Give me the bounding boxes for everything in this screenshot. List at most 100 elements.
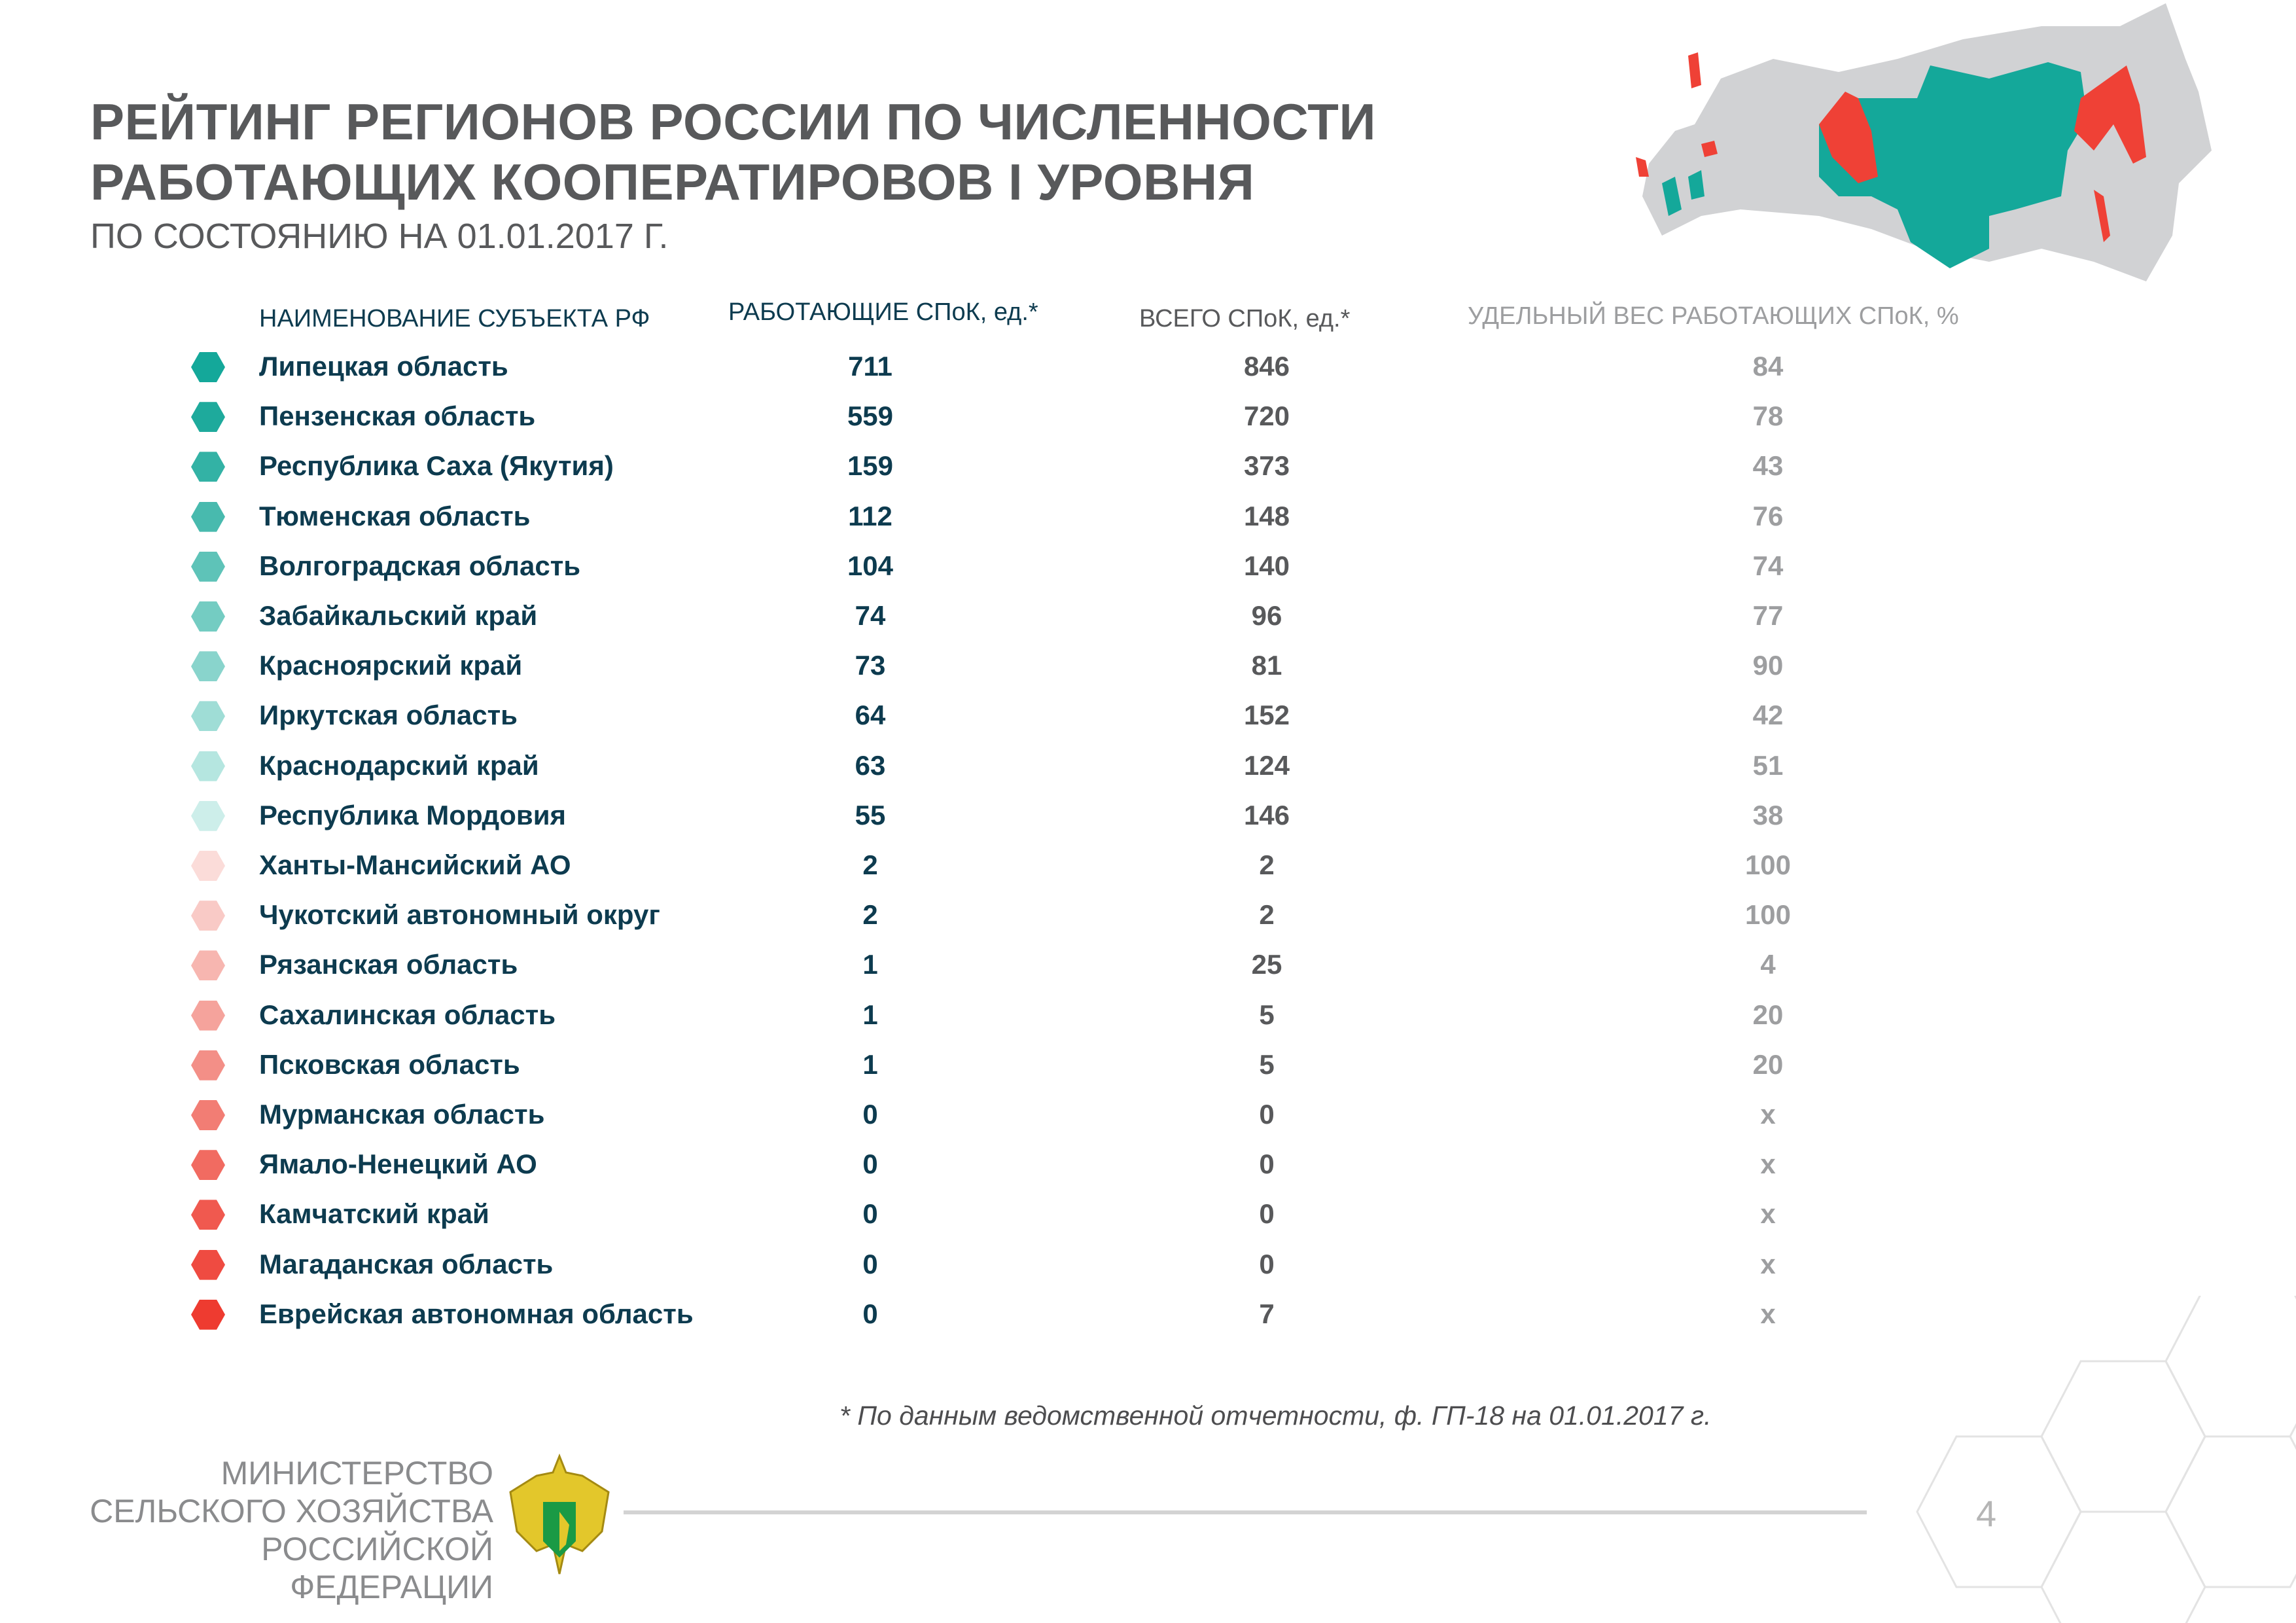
hexagon-marker-icon [191, 1000, 225, 1031]
hexagon-marker-icon [191, 551, 225, 582]
working-count: 112 [848, 500, 892, 531]
working-count: 1 [862, 999, 878, 1030]
map-red-west [1636, 141, 1718, 177]
working-count: 55 [855, 799, 886, 830]
working-count: 0 [862, 1099, 878, 1130]
total-count: 7 [1259, 1298, 1275, 1329]
map-teal-siberia [1819, 62, 2087, 268]
hexagon-marker-icon [191, 1150, 225, 1181]
table-row: Ханты-Мансийский АО 2 2 100 [0, 844, 1963, 894]
working-count: 1 [862, 949, 878, 980]
hexagon-marker-icon [191, 1249, 225, 1280]
region-name: Краснодарский край [259, 749, 539, 781]
page-title: РЕЙТИНГ РЕГИОНОВ РОССИИ ПО ЧИСЛЕННОСТИ Р… [90, 93, 1377, 211]
hexagon-marker-icon [191, 1050, 225, 1080]
total-count: 96 [1251, 600, 1282, 631]
total-count: 0 [1259, 1198, 1275, 1230]
share-percent: 100 [1744, 899, 1792, 931]
table-row: Мурманская область 0 0 x [0, 1094, 1963, 1143]
working-count: 2 [862, 849, 878, 880]
table-row: Чукотский автономный округ 2 2 100 [0, 894, 1963, 944]
working-count: 1 [862, 1048, 878, 1080]
working-count: 0 [862, 1248, 878, 1279]
region-name: Волгоградская область [259, 550, 581, 581]
hexagon-marker-icon [191, 651, 225, 682]
region-name: Ямало-Ненецкий АО [259, 1149, 537, 1180]
total-count: 0 [1259, 1248, 1275, 1279]
map-teal-west [1662, 170, 1704, 216]
hexagon-marker-icon [191, 901, 225, 931]
total-count: 148 [1243, 500, 1290, 531]
working-count: 73 [855, 650, 886, 681]
table-row: Тюменская область 112 148 76 [0, 495, 1963, 545]
table-row: Волгоградская область 104 140 74 [0, 545, 1963, 595]
region-name: Чукотский автономный округ [259, 899, 660, 931]
share-percent: 38 [1752, 799, 1784, 830]
share-percent: 43 [1752, 450, 1784, 482]
share-percent: 74 [1752, 550, 1784, 581]
total-count: 25 [1251, 949, 1282, 980]
region-name: Липецкая область [259, 351, 508, 382]
hexagon-marker-icon [191, 851, 225, 881]
hexagon-marker-icon [191, 800, 225, 831]
total-count: 81 [1251, 650, 1282, 681]
table-row: Камчатский край 0 0 x [0, 1193, 1963, 1243]
region-name: Мурманская область [259, 1099, 545, 1130]
working-count: 0 [862, 1298, 878, 1329]
share-percent: 90 [1752, 650, 1784, 681]
hexagon-marker-icon [191, 402, 225, 433]
table-row: Ямало-Ненецкий АО 0 0 x [0, 1143, 1963, 1193]
working-count: 0 [862, 1149, 878, 1180]
share-percent: 4 [1760, 949, 1776, 980]
table-row: Сахалинская область 1 5 20 [0, 994, 1963, 1044]
working-count: 559 [847, 401, 894, 432]
total-count: 5 [1259, 1048, 1275, 1080]
share-percent: 76 [1752, 500, 1784, 531]
total-count: 5 [1259, 999, 1275, 1030]
column-header-working: РАБОТАЮЩИЕ СПоК, ед.* [728, 298, 1038, 326]
page-number: 4 [1976, 1493, 1997, 1534]
share-percent: x [1760, 1198, 1776, 1230]
region-name: Забайкальский край [259, 600, 538, 631]
working-count: 159 [847, 450, 894, 482]
hexagon-marker-icon [191, 601, 225, 632]
total-count: 2 [1259, 899, 1275, 931]
share-percent: x [1760, 1248, 1776, 1279]
total-count: 152 [1243, 700, 1290, 731]
hexagon-marker-icon [191, 352, 225, 382]
region-name: Камчатский край [259, 1198, 489, 1230]
table-row: Магаданская область 0 0 x [0, 1243, 1963, 1293]
working-count: 74 [855, 600, 886, 631]
share-percent: 20 [1752, 999, 1784, 1030]
hexagon-marker-icon [191, 701, 225, 732]
working-count: 64 [855, 700, 886, 731]
hexagon-marker-icon [191, 1299, 225, 1330]
share-percent: 84 [1752, 351, 1784, 382]
page-subtitle: ПО СОСТОЯНИЮ НА 01.01.2017 Г. [90, 217, 669, 256]
hexagon-marker-icon [191, 452, 225, 482]
share-percent: 42 [1752, 700, 1784, 731]
table-row: Республика Саха (Якутия) 159 373 43 [0, 445, 1963, 495]
working-count: 104 [847, 550, 894, 581]
region-name: Рязанская область [259, 949, 518, 980]
table-row: Красноярский край 73 81 90 [0, 645, 1963, 694]
map-red-murmansk [1688, 52, 1701, 88]
total-count: 0 [1259, 1149, 1275, 1180]
share-percent: 77 [1752, 600, 1784, 631]
working-count: 0 [862, 1198, 878, 1230]
region-name: Иркутская область [259, 700, 518, 731]
region-name: Республика Саха (Якутия) [259, 450, 614, 482]
footnote: * По данным ведомственной отчетности, ф.… [839, 1400, 1712, 1431]
table-row: Липецкая область 711 846 84 [0, 346, 1963, 395]
share-percent: x [1760, 1149, 1776, 1180]
region-name: Тюменская область [259, 500, 531, 531]
region-name: Пензенская область [259, 401, 536, 432]
total-count: 846 [1243, 351, 1290, 382]
share-percent: 100 [1744, 849, 1792, 880]
map-red-sakhalin [2094, 190, 2110, 242]
region-name: Сахалинская область [259, 999, 556, 1030]
column-header-total: ВСЕГО СПоК, ед.* [1139, 305, 1351, 332]
hexagon-marker-icon [191, 751, 225, 781]
total-count: 720 [1243, 401, 1290, 432]
russia-map [1636, 3, 2212, 281]
